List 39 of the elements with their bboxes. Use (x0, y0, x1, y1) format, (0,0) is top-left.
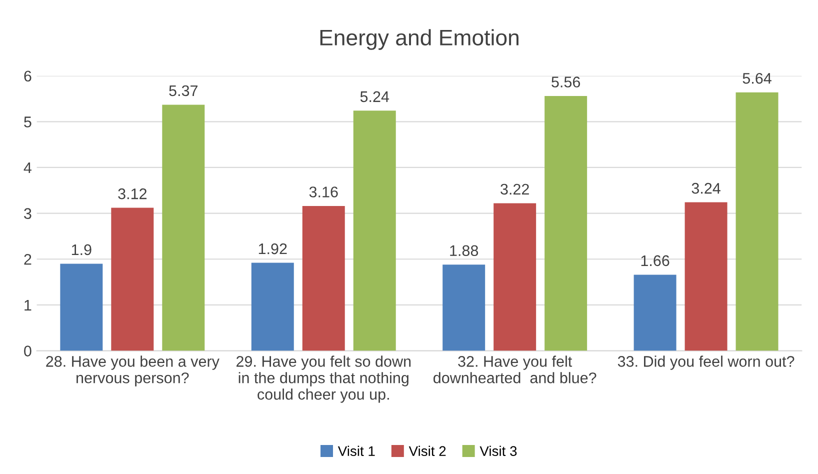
bar (60, 264, 103, 351)
data-label: 1.9 (72, 244, 92, 256)
y-tick-label: 4 (24, 162, 32, 174)
data-label: 3.24 (692, 182, 720, 194)
data-label: 3.16 (309, 186, 338, 198)
bar (251, 262, 294, 351)
bar (442, 264, 486, 351)
y-tick-label: 3 (24, 208, 32, 219)
chart-title: Energy and Emotion (320, 29, 518, 50)
data-label: 1.66 (641, 255, 670, 266)
bar (494, 203, 536, 351)
data-label: 5.24 (360, 91, 390, 102)
data-label: 5.56 (552, 76, 580, 88)
data-label: 1.92 (258, 243, 287, 254)
data-label: 1.88 (450, 245, 478, 256)
x-tick-label: 29. Have you felt so down in the dumps that nothing could cheer you up. (236, 356, 411, 403)
y-tick-label: 5 (24, 116, 32, 128)
data-label: 3.22 (500, 184, 529, 195)
legend-label: Visit 1 (338, 446, 375, 456)
data-label: 3.12 (118, 188, 147, 200)
bar (302, 206, 345, 351)
data-label: 5.64 (742, 72, 772, 84)
bar (634, 274, 676, 351)
y-tick-label: 2 (24, 254, 32, 265)
data-label: 5.37 (169, 85, 198, 96)
legend-label: Visit 2 (408, 446, 446, 456)
bar (162, 104, 205, 351)
x-tick-label: 33. Did you feel worn out? (618, 356, 794, 370)
bar (736, 92, 778, 351)
y-tick-label: 0 (24, 346, 32, 356)
x-tick-label: 32. Have you felt downhearted and blue? (434, 356, 596, 384)
x-tick-label: 28. Have you been a very nervous person? (46, 356, 220, 386)
y-tick-label: 1 (24, 300, 32, 310)
bar (544, 96, 588, 351)
legend-label: Visit 3 (480, 446, 517, 456)
bar (111, 208, 154, 351)
bar (353, 110, 396, 351)
y-tick-label: 6 (24, 70, 32, 82)
bar (684, 202, 728, 351)
